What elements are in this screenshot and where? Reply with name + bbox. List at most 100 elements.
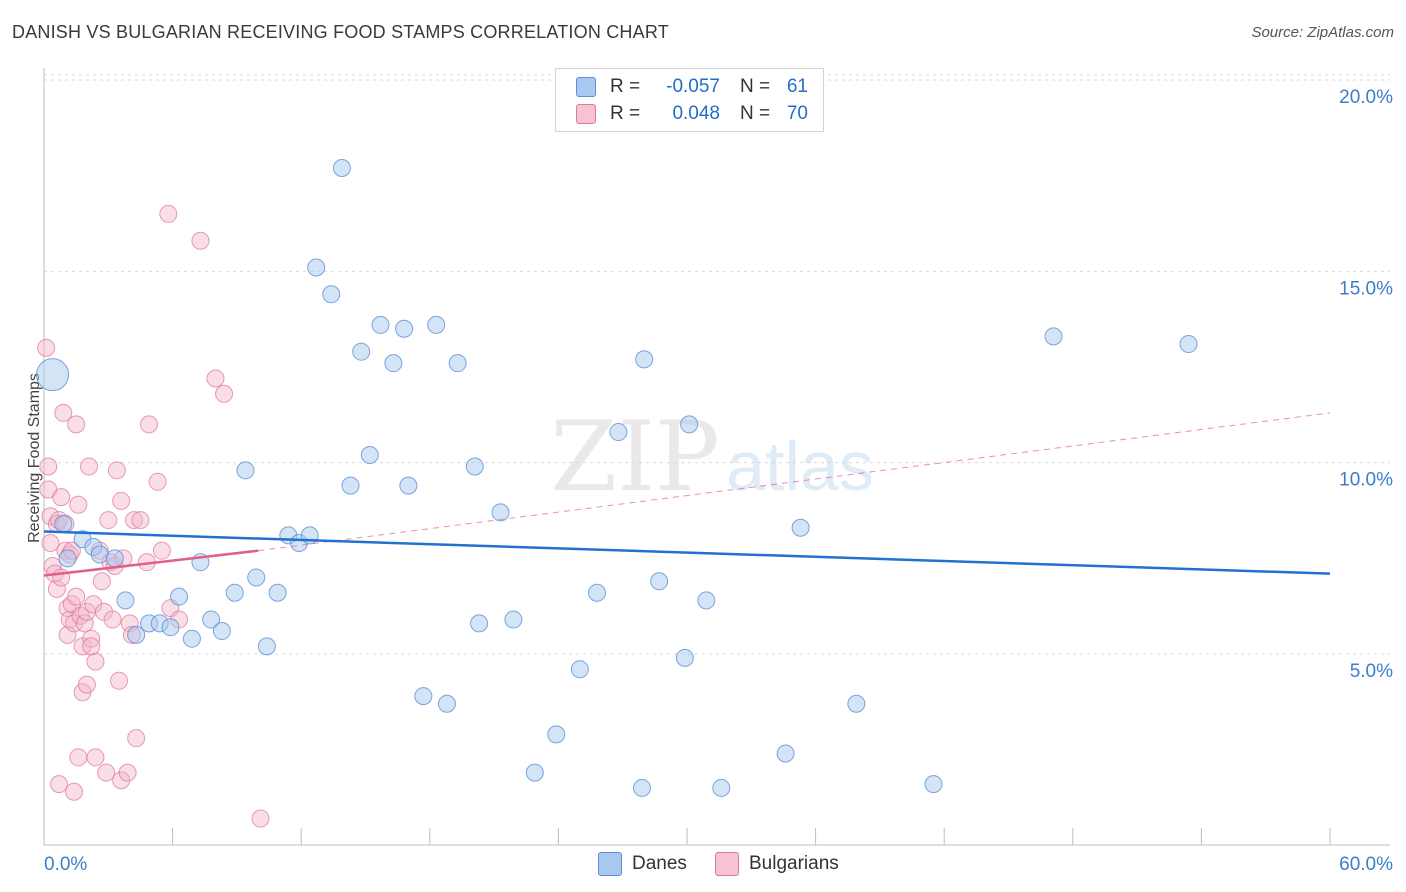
bulgarians-point bbox=[52, 488, 71, 507]
bulgarians-point bbox=[152, 541, 171, 560]
bulgarians-point bbox=[191, 231, 210, 250]
x-tick-label-max: 60.0% bbox=[1339, 854, 1393, 875]
danes-point bbox=[54, 514, 73, 533]
series-legend: Danes Bulgarians bbox=[0, 852, 1406, 878]
bulgarians-trend-line bbox=[43, 549, 259, 577]
danes-point bbox=[360, 446, 379, 465]
y-tick-label: 15.0% bbox=[1339, 278, 1393, 299]
danes-point bbox=[427, 315, 446, 334]
danes-point bbox=[161, 618, 180, 637]
danes-point bbox=[847, 694, 866, 713]
danes-point bbox=[371, 315, 390, 334]
danes-point bbox=[399, 476, 418, 495]
trend-lines bbox=[43, 412, 1331, 577]
legend-row-bulgarians: R = 0.048 N = 70 bbox=[576, 101, 808, 127]
legend-row-danes: R = -0.057 N = 61 bbox=[576, 74, 808, 100]
danes-point bbox=[105, 549, 124, 568]
bulgarians-point bbox=[159, 204, 178, 223]
danes-point bbox=[609, 423, 628, 442]
danes-point bbox=[384, 354, 403, 373]
stats-legend: R = -0.057 N = 61 R = 0.048 N = 70 bbox=[555, 68, 824, 132]
danes-point bbox=[127, 625, 146, 644]
bulgarians-point bbox=[112, 771, 131, 790]
danes-point bbox=[170, 587, 189, 606]
danes-legend-label: Danes bbox=[632, 853, 687, 874]
bulgarians-point bbox=[92, 572, 111, 591]
danes-point bbox=[491, 503, 510, 522]
y-tick-label: 5.0% bbox=[1350, 661, 1393, 682]
axes bbox=[43, 68, 1390, 846]
danes-point bbox=[504, 610, 523, 629]
bulgarians-trend-extension bbox=[258, 412, 1331, 552]
bulgarians-legend-swatch bbox=[715, 852, 739, 876]
danes-point bbox=[465, 457, 484, 476]
danes-point bbox=[341, 476, 360, 495]
bulgarians-point bbox=[86, 652, 105, 671]
bulgarians-point bbox=[65, 614, 84, 633]
danes-point bbox=[570, 660, 589, 679]
danes-points bbox=[36, 159, 1198, 797]
tick-labels: 5.0% 10.0% 15.0% 20.0% 0.0% 60.0% bbox=[44, 87, 1393, 875]
danes-point bbox=[257, 637, 276, 656]
gridlines bbox=[44, 74, 1390, 655]
bulgarians-point bbox=[148, 472, 167, 491]
bulgarians-point bbox=[206, 369, 225, 388]
danes-point bbox=[36, 358, 70, 392]
y-tick-label: 20.0% bbox=[1339, 87, 1393, 108]
danes-point bbox=[448, 354, 467, 373]
danes-swatch bbox=[576, 77, 596, 97]
danes-point bbox=[236, 461, 255, 480]
bulgarians-point bbox=[80, 457, 99, 476]
bulgarians-point bbox=[67, 415, 86, 434]
danes-point bbox=[632, 778, 651, 797]
watermark-atlas: atlas bbox=[726, 427, 874, 505]
danes-legend-swatch bbox=[598, 852, 622, 876]
danes-point bbox=[437, 694, 456, 713]
bulgarians-point bbox=[39, 457, 58, 476]
danes-point bbox=[680, 415, 699, 434]
legend-item-bulgarians[interactable]: Bulgarians bbox=[715, 852, 839, 876]
danes-point bbox=[525, 763, 544, 782]
danes-n-value: 61 bbox=[786, 76, 808, 97]
bulgarians-n-value: 70 bbox=[786, 103, 808, 124]
danes-point bbox=[776, 744, 795, 763]
bulgarians-point bbox=[47, 579, 66, 598]
danes-r-value: -0.057 bbox=[666, 76, 720, 97]
danes-point bbox=[268, 583, 287, 602]
danes-point bbox=[712, 778, 731, 797]
danes-point bbox=[182, 629, 201, 648]
danes-point bbox=[202, 610, 221, 629]
danes-point bbox=[470, 614, 489, 633]
danes-point bbox=[307, 258, 326, 277]
legend-item-danes[interactable]: Danes bbox=[598, 852, 687, 876]
chart-title: DANISH VS BULGARIAN RECEIVING FOOD STAMP… bbox=[12, 22, 669, 42]
danes-point bbox=[90, 545, 109, 564]
danes-point bbox=[247, 568, 266, 587]
danes-point bbox=[116, 591, 135, 610]
danes-point bbox=[924, 775, 943, 794]
bulgarians-point bbox=[77, 675, 96, 694]
legend-r-label: R = bbox=[610, 76, 641, 97]
bulgarians-point bbox=[41, 534, 60, 553]
bulgarians-point bbox=[86, 748, 105, 767]
danes-point bbox=[395, 319, 414, 338]
bulgarians-point bbox=[54, 403, 73, 422]
bulgarians-point bbox=[131, 511, 150, 530]
bulgarians-point bbox=[52, 568, 71, 587]
bulgarians-point bbox=[82, 637, 101, 656]
bulgarians-point bbox=[110, 671, 129, 690]
bulgarians-point bbox=[82, 629, 101, 648]
bulgarians-point bbox=[67, 587, 86, 606]
danes-point bbox=[414, 687, 433, 706]
bulgarians-swatch bbox=[576, 104, 596, 124]
legend-n-label: N = bbox=[740, 103, 771, 124]
bulgarians-point bbox=[75, 614, 94, 633]
watermark: ZIP atlas bbox=[550, 401, 874, 513]
chart-source: Source: ZipAtlas.com bbox=[1251, 24, 1394, 41]
bulgarians-point bbox=[99, 511, 118, 530]
y-tick-label: 10.0% bbox=[1339, 470, 1393, 491]
bulgarians-r-value: 0.048 bbox=[672, 103, 720, 124]
bulgarians-point bbox=[69, 495, 88, 514]
danes-point bbox=[635, 350, 654, 369]
